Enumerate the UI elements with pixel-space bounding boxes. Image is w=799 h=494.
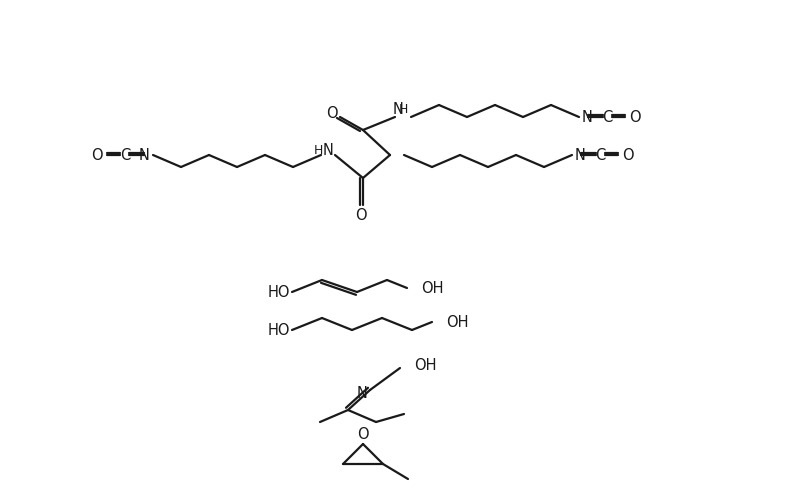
Text: N: N — [582, 110, 593, 124]
Text: O: O — [357, 426, 369, 442]
Text: OH: OH — [414, 358, 436, 372]
Text: O: O — [629, 110, 641, 124]
Text: H: H — [399, 102, 408, 116]
Text: O: O — [622, 148, 634, 163]
Text: N: N — [322, 142, 333, 158]
Text: C: C — [602, 110, 612, 124]
Text: OH: OH — [421, 281, 443, 295]
Text: O: O — [326, 106, 338, 121]
Text: N: N — [393, 101, 403, 117]
Text: O: O — [91, 148, 103, 163]
Text: O: O — [356, 207, 367, 222]
Text: N: N — [357, 385, 368, 401]
Text: OH: OH — [446, 315, 468, 329]
Text: HO: HO — [268, 285, 290, 299]
Text: N: N — [575, 148, 586, 163]
Text: N: N — [139, 148, 150, 163]
Text: C: C — [595, 148, 605, 163]
Text: HO: HO — [268, 323, 290, 337]
Text: C: C — [120, 148, 130, 163]
Text: H: H — [314, 143, 323, 157]
